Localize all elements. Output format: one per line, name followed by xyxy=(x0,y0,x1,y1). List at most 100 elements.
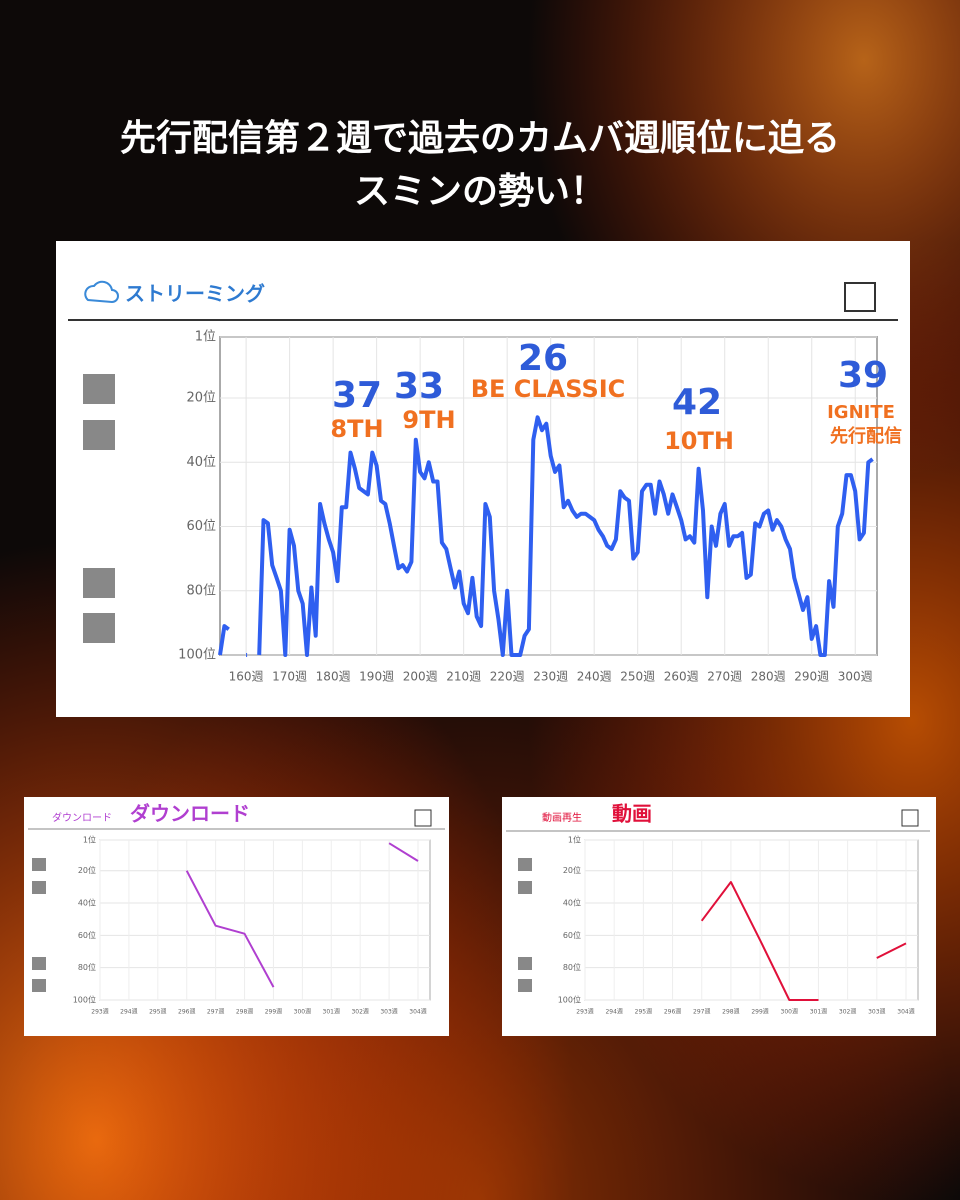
y-tick-label: 1位 xyxy=(83,835,96,845)
x-tick-label: 303週 xyxy=(868,1008,885,1016)
x-tick-label: 301週 xyxy=(810,1008,827,1016)
x-tick-label: 160週 xyxy=(229,670,264,684)
x-tick-label: 297週 xyxy=(207,1008,224,1016)
zoom-out[interactable] xyxy=(32,881,46,894)
scroll-up[interactable] xyxy=(83,568,115,598)
x-tick-label: 298週 xyxy=(236,1008,253,1016)
x-tick-label: 298週 xyxy=(722,1008,739,1016)
x-tick-label: 290週 xyxy=(794,670,829,684)
annotation-note: 8TH xyxy=(330,415,383,443)
x-tick-label: 299週 xyxy=(751,1008,768,1016)
x-tick-label: 260週 xyxy=(664,670,699,684)
x-tick-label: 300週 xyxy=(781,1008,798,1016)
annotation-note: 10TH xyxy=(664,427,734,455)
y-tick-label: 80位 xyxy=(563,962,581,972)
annotation-note: BE CLASSIC xyxy=(471,375,626,403)
card-title: ストリーミング xyxy=(125,282,265,306)
y-tick-label: 60位 xyxy=(563,930,581,940)
series-line xyxy=(700,881,819,1001)
zoom-in[interactable] xyxy=(518,858,532,871)
zoom-in[interactable] xyxy=(83,374,115,404)
zoom-out[interactable] xyxy=(518,881,532,894)
x-tick-label: 295週 xyxy=(635,1008,652,1016)
y-tick-label: 80位 xyxy=(186,583,216,598)
series-line xyxy=(185,870,275,988)
card-title: ダウンロード xyxy=(130,802,250,826)
y-tick-label: 40位 xyxy=(186,455,216,470)
headline: 先行配信第２週で過去のカムバ週順位に迫る xyxy=(120,118,840,159)
x-tick-label: 230週 xyxy=(533,670,568,684)
annotation-rank: 33 xyxy=(394,366,444,407)
y-tick-label: 1位 xyxy=(195,330,216,345)
x-tick-label: 180週 xyxy=(316,670,351,684)
headline: スミンの勢い！ xyxy=(354,171,606,212)
y-tick-label: 40位 xyxy=(563,898,581,908)
annotation-note: IGNITE xyxy=(827,402,895,423)
series-line xyxy=(388,842,419,862)
x-tick-label: 304週 xyxy=(897,1008,914,1016)
x-tick-label: 280週 xyxy=(751,670,786,684)
annotation-note: 9TH xyxy=(402,406,455,434)
y-tick-label: 1位 xyxy=(568,835,581,845)
y-tick-label: 20位 xyxy=(78,865,96,875)
x-tick-label: 296週 xyxy=(664,1008,681,1016)
series-line xyxy=(218,624,230,656)
y-tick-label: 100位 xyxy=(73,995,96,1005)
expand-icon[interactable] xyxy=(414,809,432,827)
y-tick-label: 100位 xyxy=(558,995,581,1005)
series-line xyxy=(257,415,874,657)
x-tick-label: 293週 xyxy=(91,1008,108,1016)
zoom-in[interactable] xyxy=(32,858,46,871)
expand-icon[interactable] xyxy=(844,282,876,312)
scroll-down[interactable] xyxy=(83,613,115,643)
zoom-out[interactable] xyxy=(83,420,115,450)
annotation-rank: 37 xyxy=(332,375,382,416)
x-tick-label: 304週 xyxy=(409,1008,426,1016)
annotation-note: 先行配信 xyxy=(830,425,902,447)
scroll-down[interactable] xyxy=(518,979,532,992)
x-tick-label: 294週 xyxy=(605,1008,622,1016)
x-tick-label: 297週 xyxy=(693,1008,710,1016)
x-tick-label: 220週 xyxy=(490,670,525,684)
annotation-rank: 39 xyxy=(838,355,888,396)
y-tick-label: 40位 xyxy=(78,898,96,908)
y-tick-label: 20位 xyxy=(186,391,216,406)
card-label: 動画再生 xyxy=(542,811,582,824)
scroll-up[interactable] xyxy=(32,957,46,970)
card xyxy=(56,241,910,717)
cloud-icon xyxy=(84,280,119,304)
x-tick-label: 302週 xyxy=(351,1008,368,1016)
y-tick-label: 100位 xyxy=(178,648,216,663)
x-tick-label: 301週 xyxy=(323,1008,340,1016)
y-tick-label: 80位 xyxy=(78,962,96,972)
x-tick-label: 190週 xyxy=(359,670,394,684)
scroll-up[interactable] xyxy=(518,957,532,970)
y-tick-label: 60位 xyxy=(78,930,96,940)
x-tick-label: 300週 xyxy=(294,1008,311,1016)
x-tick-label: 270週 xyxy=(707,670,742,684)
y-tick-label: 60位 xyxy=(186,519,216,534)
x-tick-label: 296週 xyxy=(178,1008,195,1016)
scroll-down[interactable] xyxy=(32,979,46,992)
annotation-rank: 42 xyxy=(672,382,722,423)
x-tick-label: 293週 xyxy=(576,1008,593,1016)
y-tick-label: 20位 xyxy=(563,865,581,875)
x-tick-label: 295週 xyxy=(149,1008,166,1016)
card xyxy=(502,797,936,1036)
x-tick-label: 300週 xyxy=(838,670,873,684)
expand-icon[interactable] xyxy=(901,809,919,827)
x-tick-label: 303週 xyxy=(380,1008,397,1016)
card xyxy=(24,797,449,1036)
x-tick-label: 200週 xyxy=(403,670,438,684)
x-tick-label: 250週 xyxy=(620,670,655,684)
annotation-rank: 26 xyxy=(518,338,568,379)
x-tick-label: 170週 xyxy=(272,670,307,684)
series-line xyxy=(876,942,907,959)
card-title: 動画 xyxy=(612,802,652,826)
card-label: ダウンロード xyxy=(52,811,112,824)
x-tick-label: 302週 xyxy=(839,1008,856,1016)
x-tick-label: 294週 xyxy=(120,1008,137,1016)
x-tick-label: 299週 xyxy=(265,1008,282,1016)
x-tick-label: 240週 xyxy=(577,670,612,684)
